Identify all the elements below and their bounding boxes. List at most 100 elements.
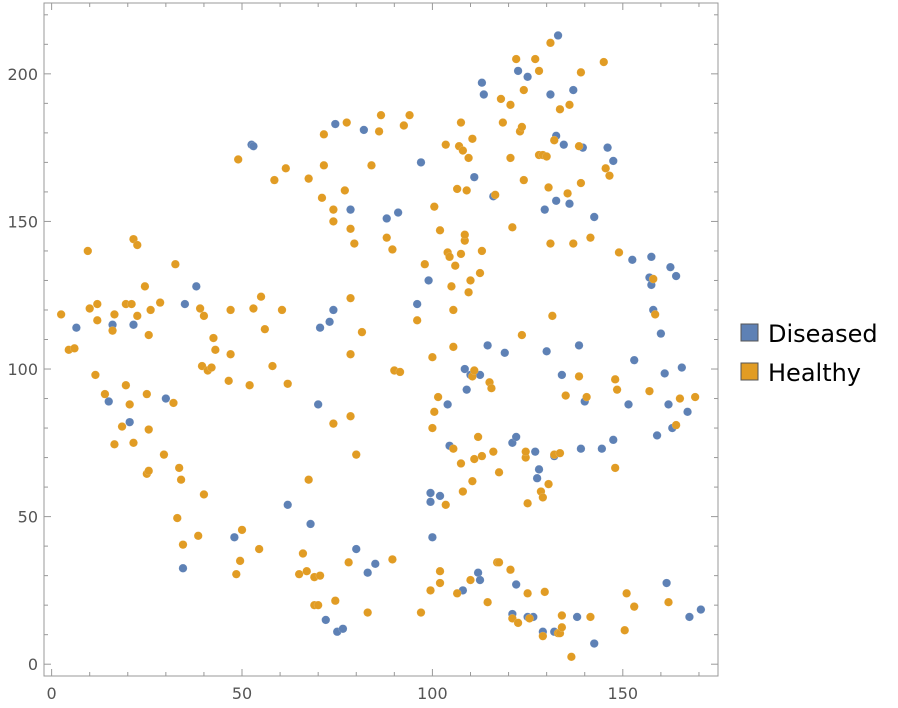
data-point-healthy	[269, 175, 279, 185]
data-point-healthy	[574, 371, 584, 381]
data-point-diseased	[338, 624, 348, 634]
axis-ticks	[44, 3, 718, 676]
data-point-healthy	[412, 315, 422, 325]
data-point-healthy	[367, 160, 376, 170]
data-point-healthy	[169, 398, 178, 408]
data-point-healthy	[328, 216, 338, 226]
data-point-diseased	[568, 85, 578, 95]
data-point-healthy	[566, 652, 576, 662]
data-point-diseased	[412, 299, 422, 309]
data-point-healthy	[382, 233, 392, 243]
data-point-healthy	[574, 141, 584, 151]
data-point-healthy	[494, 467, 504, 477]
data-point-healthy	[387, 554, 397, 564]
data-point-healthy	[620, 625, 630, 635]
data-point-healthy	[92, 315, 102, 325]
data-point-healthy	[349, 239, 359, 249]
data-point-healthy	[235, 556, 245, 566]
data-point-diseased	[315, 323, 325, 333]
data-point-diseased	[574, 340, 584, 350]
data-point-healthy	[464, 287, 474, 297]
data-point-healthy	[448, 444, 458, 454]
data-point-healthy	[427, 352, 437, 362]
data-point-diseased	[125, 417, 135, 427]
data-point-healthy	[675, 394, 685, 403]
data-point-diseased	[664, 399, 673, 409]
data-point-healthy	[83, 246, 93, 256]
data-point-diseased	[393, 208, 403, 218]
data-point-healthy	[469, 366, 479, 375]
data-point-diseased	[191, 281, 201, 291]
data-point-healthy	[199, 311, 209, 321]
data-point-healthy	[127, 299, 137, 309]
data-point-healthy	[405, 110, 415, 120]
data-point-healthy	[319, 129, 329, 139]
data-point-healthy	[546, 239, 555, 249]
data-point-diseased	[283, 500, 293, 510]
data-point-healthy	[448, 305, 458, 315]
data-point-healthy	[605, 171, 614, 181]
data-point-healthy	[542, 152, 552, 161]
data-point-diseased	[443, 399, 453, 409]
data-point-healthy	[226, 349, 236, 359]
data-point-healthy	[144, 466, 154, 476]
data-point-healthy	[209, 333, 218, 343]
data-point-healthy	[544, 479, 553, 489]
data-point-healthy	[427, 423, 437, 433]
data-point-healthy	[429, 407, 439, 417]
data-point-healthy	[254, 544, 264, 554]
data-point-diseased	[565, 199, 574, 209]
data-point-healthy	[561, 391, 571, 401]
data-point-healthy	[582, 392, 592, 402]
data-point-healthy	[456, 249, 466, 259]
data-point-diseased	[540, 205, 550, 215]
data-point-diseased	[532, 473, 542, 483]
data-point-diseased	[351, 544, 361, 554]
data-point-diseased	[483, 340, 493, 350]
data-point-healthy	[170, 259, 180, 269]
data-point-healthy	[452, 588, 462, 598]
data-point-healthy	[648, 274, 658, 284]
data-point-healthy	[376, 110, 386, 120]
y-tick-label: 150	[7, 212, 38, 231]
data-point-diseased	[684, 612, 694, 622]
data-point-diseased	[662, 578, 672, 588]
data-point-healthy	[121, 380, 131, 390]
data-point-healthy	[671, 420, 681, 430]
data-point-healthy	[517, 122, 527, 132]
data-point-healthy	[469, 454, 479, 464]
data-point-healthy	[426, 585, 435, 595]
data-point-healthy	[193, 531, 203, 541]
data-point-healthy	[565, 100, 574, 110]
data-point-healthy	[498, 118, 508, 127]
data-point-healthy	[199, 490, 209, 499]
data-point-healthy	[283, 379, 293, 389]
data-point-healthy	[555, 448, 565, 458]
plot-border	[43, 2, 719, 677]
data-point-healthy	[473, 432, 483, 442]
data-point-healthy	[140, 281, 150, 291]
data-point-healthy	[467, 476, 477, 486]
data-point-healthy	[513, 618, 523, 628]
data-point-healthy	[486, 383, 496, 393]
data-point-diseased	[426, 497, 435, 507]
data-point-healthy	[155, 298, 165, 308]
legend-swatch-healthy	[740, 362, 759, 381]
data-point-diseased	[677, 363, 687, 372]
y-tick-label: 0	[28, 655, 38, 674]
data-point-healthy	[374, 126, 384, 136]
data-point-healthy	[395, 367, 405, 377]
data-point-diseased	[178, 563, 188, 573]
data-point-diseased	[462, 385, 472, 395]
data-point-healthy	[340, 185, 350, 195]
data-point-healthy	[346, 224, 355, 234]
legend-label-diseased: Diseased	[768, 320, 878, 348]
data-point-diseased	[475, 575, 485, 585]
data-point-diseased	[627, 255, 637, 265]
data-point-diseased	[646, 252, 656, 262]
data-point-healthy	[585, 612, 595, 622]
legend: Diseased Healthy	[740, 320, 878, 387]
data-point-healthy	[129, 438, 138, 448]
data-point-diseased	[180, 299, 190, 309]
